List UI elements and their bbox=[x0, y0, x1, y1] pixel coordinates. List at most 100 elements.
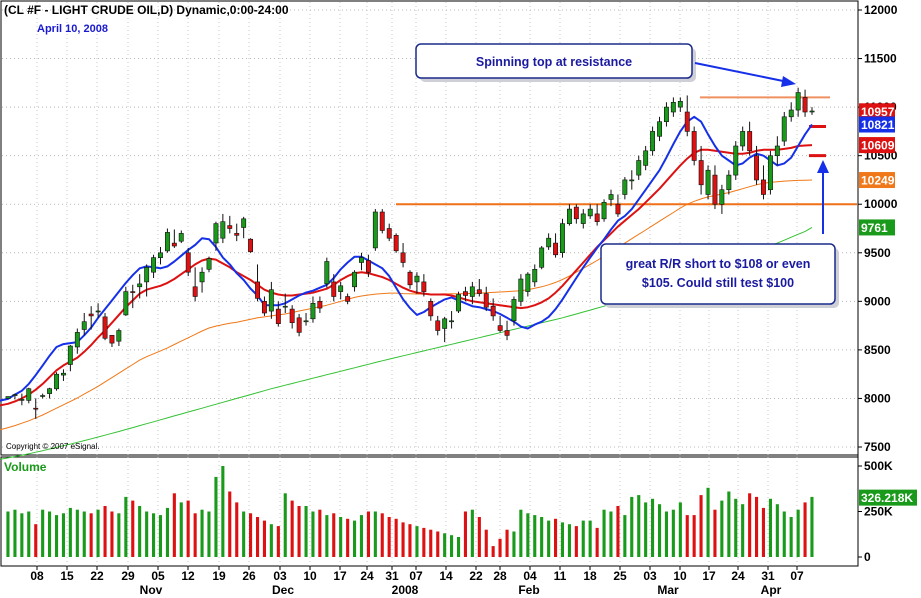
volume-bar bbox=[256, 517, 260, 557]
volume-bar bbox=[34, 524, 38, 557]
volume-bar bbox=[13, 509, 17, 557]
volume-bar bbox=[311, 511, 315, 557]
volume-bar bbox=[699, 495, 703, 557]
candle-down bbox=[379, 211, 385, 231]
candle-up bbox=[566, 208, 572, 225]
candle-up bbox=[601, 202, 607, 220]
date-tick-label: 19 bbox=[212, 569, 226, 583]
candle-up bbox=[788, 109, 794, 118]
candle-down bbox=[130, 291, 136, 293]
arrow-to-targets bbox=[817, 160, 829, 234]
volume-bar bbox=[297, 506, 301, 557]
chart-title: (CL #F - LIGHT CRUDE OIL,D) Dynamic,0:00… bbox=[4, 3, 289, 17]
candle-up bbox=[47, 388, 53, 394]
volume-bar bbox=[304, 506, 308, 557]
volume-bar bbox=[145, 511, 149, 557]
volume-bar bbox=[415, 526, 419, 557]
candle-down bbox=[171, 242, 177, 247]
volume-bar bbox=[796, 509, 800, 557]
candle-down bbox=[476, 289, 482, 294]
volume-bar bbox=[332, 513, 336, 557]
candle-down bbox=[573, 206, 579, 220]
month-label: Apr bbox=[761, 583, 782, 597]
volume-bar bbox=[325, 515, 329, 557]
date-tick-label: 18 bbox=[583, 569, 597, 583]
candle-up bbox=[809, 110, 815, 113]
candle-up bbox=[144, 266, 150, 283]
candle-up bbox=[643, 150, 649, 166]
volume-bar bbox=[664, 511, 668, 557]
price-tick-label: 11500 bbox=[864, 52, 897, 66]
volume-bar bbox=[269, 524, 273, 557]
volume-bar bbox=[789, 517, 793, 557]
volume-bar bbox=[339, 517, 343, 557]
candle-down bbox=[490, 305, 496, 317]
volume-bar bbox=[55, 515, 59, 557]
candle-up bbox=[178, 233, 184, 242]
price-badge-label: 9761 bbox=[861, 221, 888, 235]
candle-down bbox=[109, 334, 115, 344]
candle-up bbox=[352, 271, 357, 288]
candle-down bbox=[435, 320, 441, 331]
volume-bar bbox=[450, 535, 454, 557]
candle-down bbox=[594, 213, 600, 222]
volume-bar bbox=[353, 520, 357, 557]
candle-down bbox=[255, 281, 260, 299]
candle-up bbox=[213, 223, 219, 244]
volume-bar bbox=[124, 496, 128, 557]
volume-bar bbox=[152, 513, 156, 557]
price-badge-label: 10957 bbox=[861, 105, 895, 119]
candle-down bbox=[331, 281, 337, 297]
volume-bar bbox=[110, 511, 114, 557]
candle-down bbox=[261, 300, 267, 314]
volume-bar bbox=[283, 493, 287, 557]
candle-up bbox=[358, 257, 364, 263]
candle-up bbox=[282, 305, 288, 308]
candle-up bbox=[206, 258, 212, 270]
candle-down bbox=[421, 281, 427, 292]
date-tick-label: 22 bbox=[90, 569, 104, 583]
candle-up bbox=[740, 131, 746, 147]
volume-bar bbox=[761, 507, 765, 557]
annotation-top-text: Spinning top at resistance bbox=[476, 55, 632, 69]
candle-up bbox=[580, 213, 586, 224]
candle-up bbox=[116, 330, 122, 342]
volume-bar bbox=[755, 496, 759, 557]
volume-bar bbox=[477, 517, 481, 557]
volume-bar bbox=[616, 506, 620, 557]
date-tick-label: 08 bbox=[30, 569, 44, 583]
volume-bar bbox=[748, 493, 752, 557]
volume-bar bbox=[443, 533, 447, 557]
date-tick-label: 04 bbox=[523, 569, 537, 583]
candle-up bbox=[158, 252, 163, 259]
volume-bar bbox=[741, 504, 745, 557]
month-label: Nov bbox=[140, 583, 163, 597]
candlesticks bbox=[5, 87, 815, 419]
volume-bar bbox=[491, 546, 495, 557]
candle-up bbox=[539, 247, 545, 268]
volume-bar bbox=[734, 498, 738, 557]
volume-bar bbox=[768, 498, 772, 557]
candle-down bbox=[553, 242, 559, 256]
month-label: Dec bbox=[272, 583, 294, 597]
price-tick-label: 8500 bbox=[864, 343, 891, 357]
volume-bar bbox=[658, 504, 662, 557]
volume-bar bbox=[519, 509, 523, 557]
candle-up bbox=[677, 101, 683, 108]
volume-bar bbox=[567, 524, 571, 557]
volume-bar bbox=[512, 531, 516, 557]
candle-up bbox=[587, 208, 593, 217]
date-tick-label: 31 bbox=[385, 569, 399, 583]
volume-bar bbox=[380, 513, 384, 557]
date-tick-label: 15 bbox=[60, 569, 74, 583]
date-tick-label: 24 bbox=[731, 569, 745, 583]
volume-bar bbox=[457, 537, 461, 557]
candle-up bbox=[324, 261, 330, 285]
candle-up bbox=[663, 106, 669, 122]
candle-up bbox=[220, 221, 226, 239]
candle-up bbox=[795, 92, 801, 111]
candle-up bbox=[137, 283, 143, 288]
candle-down bbox=[365, 260, 371, 273]
price-badge-label: 10609 bbox=[861, 139, 895, 153]
date-tick-label: 17 bbox=[333, 569, 347, 583]
